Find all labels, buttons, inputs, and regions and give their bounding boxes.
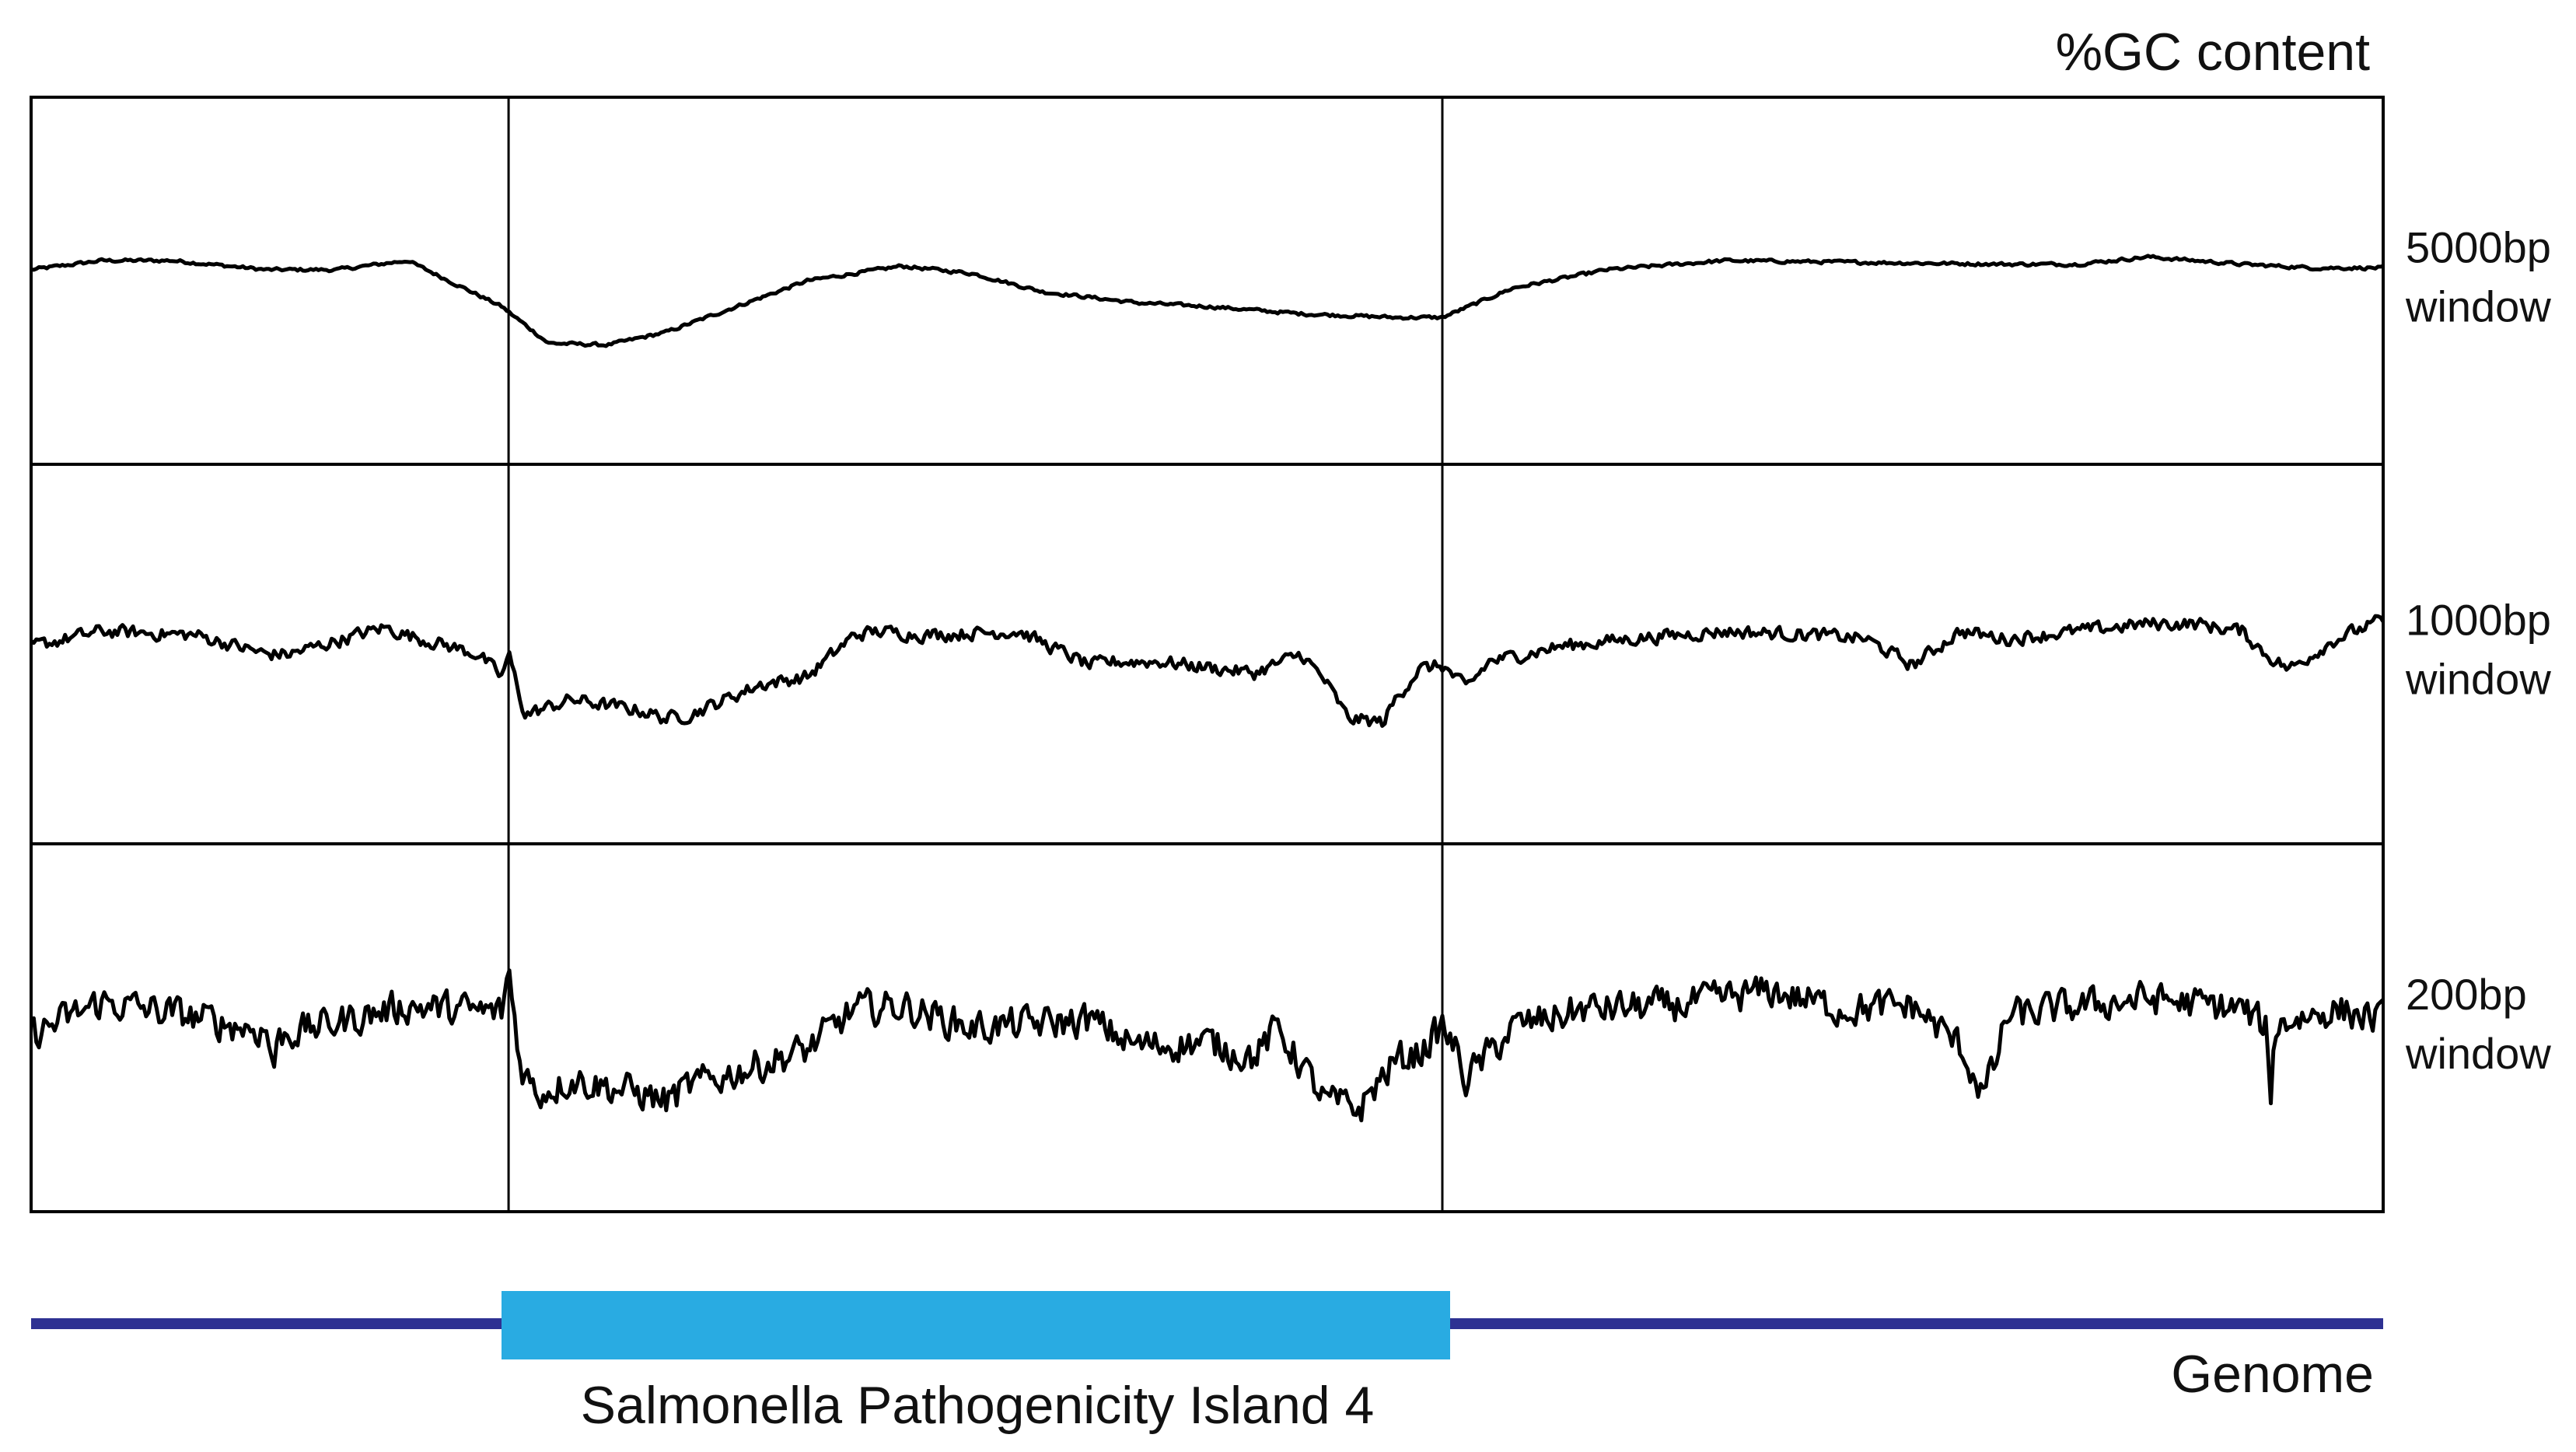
panel-frame	[30, 96, 2385, 466]
gc-trace-1000bp	[30, 614, 2386, 728]
panel-1000bp: 1000bp window	[30, 463, 2551, 845]
panel-5000bp: 5000bp window	[30, 96, 2551, 466]
gc-trace-5000bp	[30, 254, 2384, 348]
panel-label-line2: window	[2405, 655, 2551, 704]
panel-label-line2: window	[2405, 1029, 2551, 1078]
pathogenicity-island-bar	[502, 1291, 1450, 1359]
region-label: Salmonella Pathogenicity Island 4	[581, 1376, 1375, 1435]
panel-label-line2: window	[2405, 282, 2551, 331]
panel-label-line1: 5000bp	[2406, 222, 2551, 271]
x-axis-label: Genome	[2171, 1345, 2374, 1404]
panel-frame	[30, 463, 2385, 845]
panel-label-line1: 1000bp	[2406, 596, 2551, 645]
genome-track	[31, 1291, 2383, 1359]
panel-frame	[30, 842, 2385, 1213]
gc-trace-200bp	[29, 968, 2385, 1123]
panel-label-line1: 200bp	[2406, 970, 2527, 1019]
panel-200bp: 200bp window	[29, 842, 2551, 1213]
chart-title: %GC content	[2056, 23, 2371, 82]
panels-group: 5000bp window 1000bp window 200bp window	[29, 96, 2551, 1213]
